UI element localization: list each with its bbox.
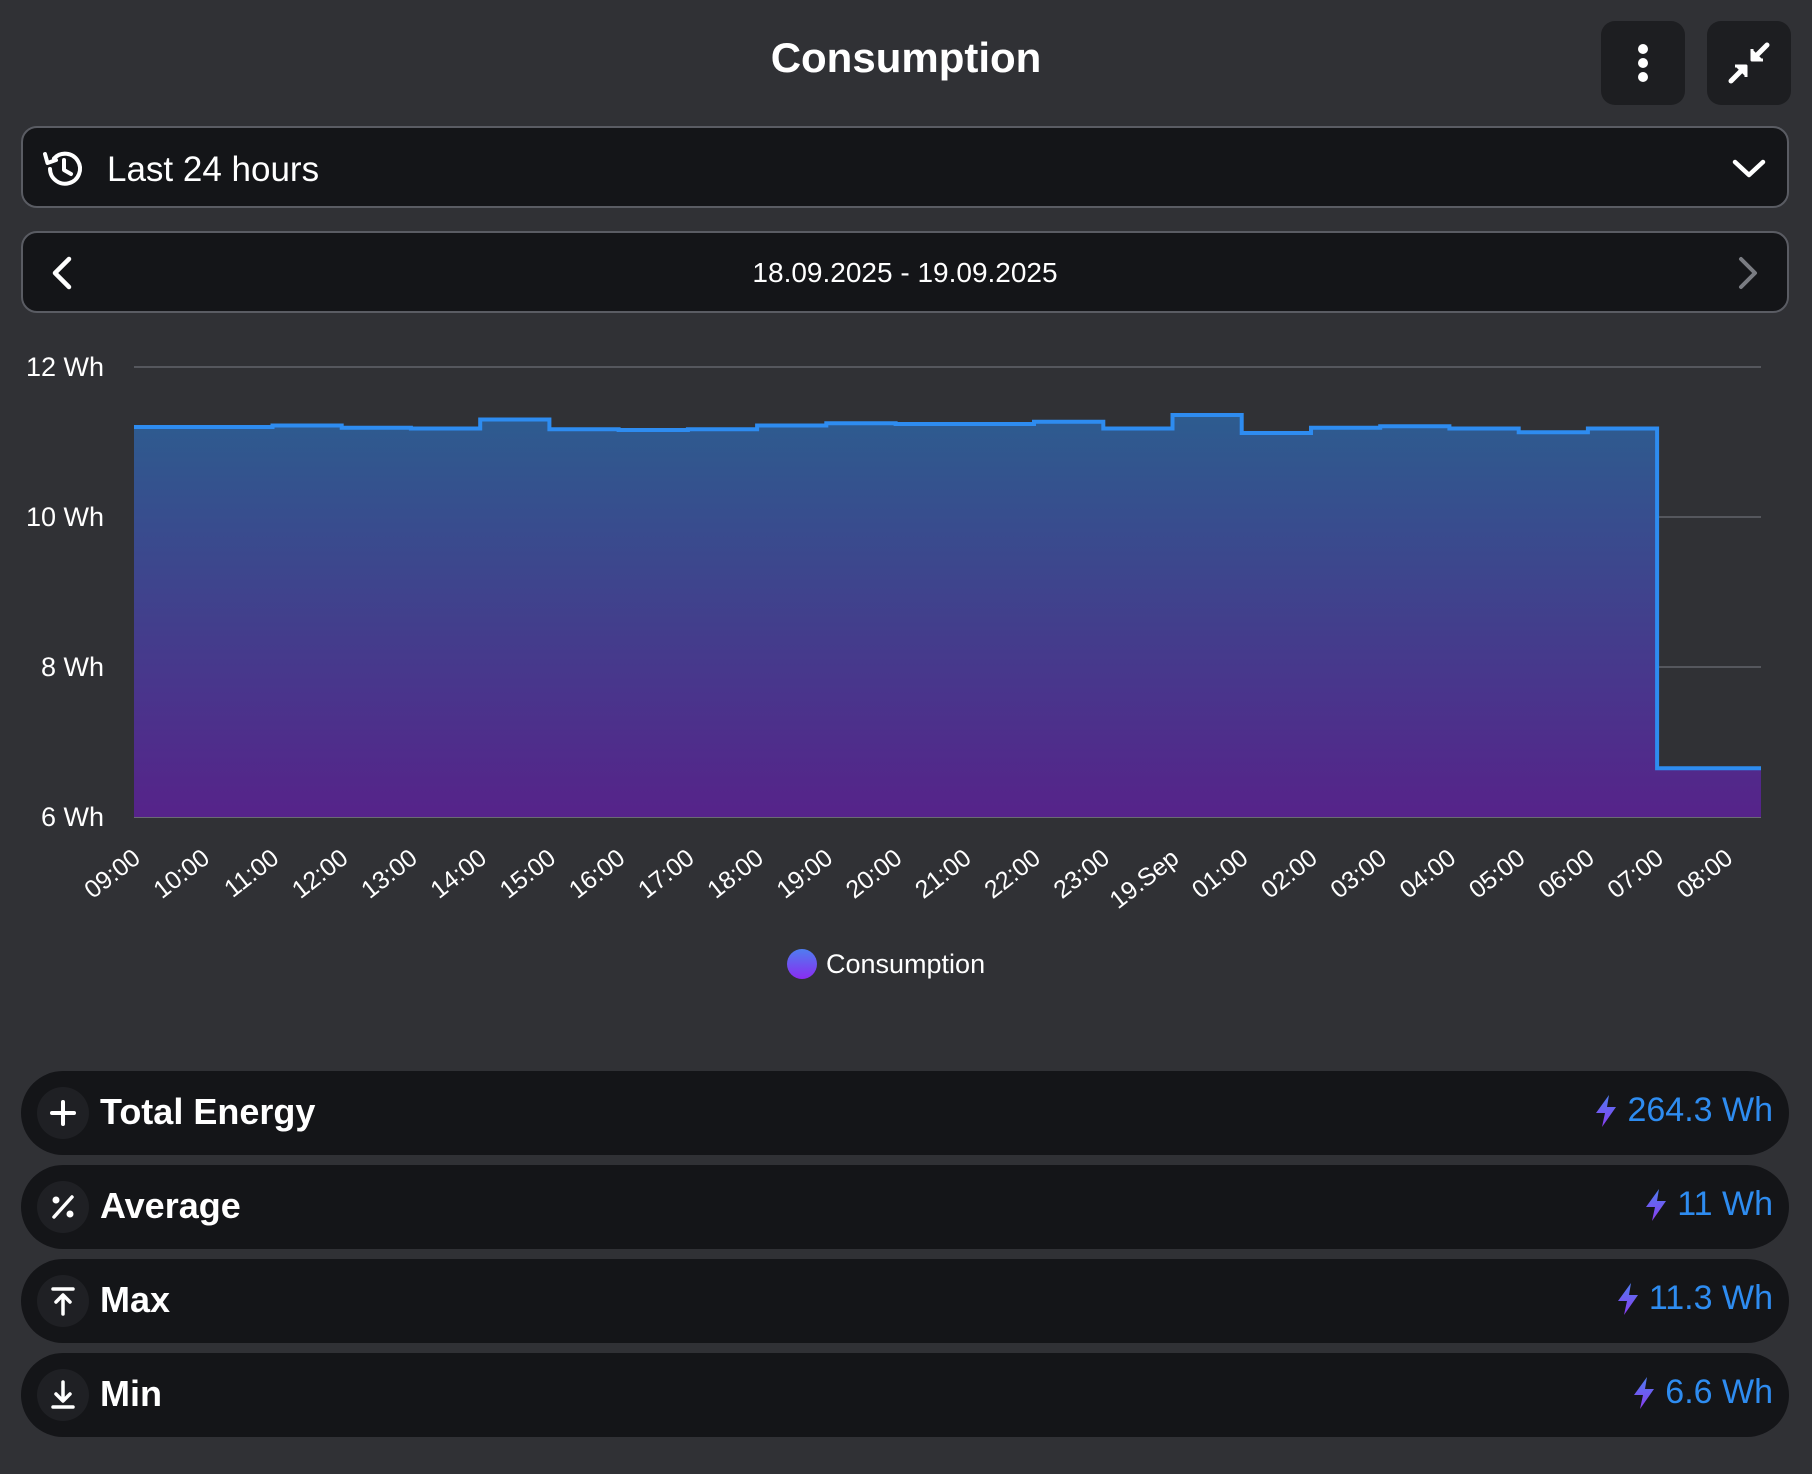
more-vertical-icon [1638, 44, 1648, 82]
stat-max: Max 11.3 Wh [21, 1259, 1789, 1343]
legend-label[interactable]: Consumption [826, 949, 985, 979]
chevron-down-icon [1732, 159, 1766, 178]
consumption-chart: 6 Wh 8 Wh 10 Wh 12 Wh 09:00 10:00 11:00 12:00 1… [0, 330, 1812, 1010]
x-tick-label: 01:00 [1187, 844, 1254, 905]
x-tick-label: 11:00 [219, 844, 284, 903]
collapse-button[interactable] [1707, 21, 1791, 105]
lightning-bolt-icon [1646, 1188, 1667, 1221]
y-tick-label: 10 Wh [26, 502, 104, 532]
x-tick-label: 05:00 [1464, 844, 1531, 905]
history-icon [43, 151, 82, 186]
chart-area [134, 413, 1761, 817]
chart-legend: Consumption [787, 949, 985, 979]
x-tick-label: 17:00 [633, 844, 700, 905]
stat-label: Min [100, 1373, 162, 1414]
stat-label: Max [100, 1279, 171, 1320]
stat-icon-wrap [37, 1087, 89, 1139]
legend-swatch [787, 949, 817, 979]
collapse-arrows-icon [1728, 42, 1770, 84]
arrow-up-to-line-icon [51, 1287, 75, 1316]
percent-icon [52, 1195, 74, 1219]
stat-value: 11 Wh [1643, 1185, 1773, 1224]
x-tick-label: 23:00 [1048, 844, 1115, 905]
x-tick-label: 19:00 [771, 844, 838, 905]
stat-value-text: 6.6 Wh [1665, 1373, 1773, 1411]
x-tick-label: 03:00 [1325, 844, 1392, 905]
x-tick-label: 18:00 [702, 844, 769, 905]
x-tick-label: 06:00 [1533, 844, 1600, 905]
stat-icon-wrap [37, 1369, 89, 1421]
x-tick-label: 15:00 [495, 844, 562, 905]
arrow-down-to-line-icon [51, 1380, 75, 1409]
lightning-bolt-icon [1596, 1094, 1617, 1127]
card-header: Consumption [0, 0, 1812, 120]
consumption-series-line [134, 413, 1761, 771]
x-tick-label: 21:00 [910, 844, 977, 905]
stat-value-text: 11.3 Wh [1648, 1279, 1773, 1317]
stat-value-text: 264.3 Wh [1627, 1091, 1773, 1129]
x-tick-label: 14:00 [425, 844, 492, 905]
period-select[interactable]: Last 24 hours [21, 126, 1789, 208]
more-options-button[interactable] [1601, 21, 1685, 105]
x-tick-label: 08:00 [1672, 844, 1739, 905]
lightning-bolt-icon [1634, 1376, 1655, 1409]
y-tick-label: 8 Wh [41, 652, 104, 682]
period-select-value: Last 24 hours [107, 150, 320, 189]
page-title: Consumption [770, 34, 1042, 81]
consumption-area-fill [134, 415, 1761, 817]
stat-min: Min 6.6 Wh [21, 1353, 1789, 1437]
lightning-bolt-icon [1617, 1282, 1638, 1315]
x-tick-label: 10:00 [148, 844, 215, 905]
chevron-right-icon[interactable] [1727, 253, 1767, 293]
stat-label: Average [100, 1185, 241, 1226]
x-tick-label: 16:00 [564, 844, 631, 905]
x-tick-label: 09:00 [79, 844, 146, 905]
x-tick-label: 22:00 [979, 844, 1046, 905]
x-axis-ticks: 09:00 10:00 11:00 12:00 13:00 14:00 15:00 16:00… [79, 844, 1738, 915]
stat-icon-wrap [37, 1181, 89, 1233]
x-tick-label: 04:00 [1395, 844, 1462, 905]
y-tick-label: 12 Wh [26, 352, 104, 382]
x-tick-label: 02:00 [1256, 844, 1323, 905]
stat-value-text: 11 Wh [1677, 1185, 1773, 1223]
date-range-label: 18.09.2025 - 19.09.2025 [752, 257, 1058, 288]
date-range-navigator: 18.09.2025 - 19.09.2025 [21, 231, 1789, 313]
stat-value: 6.6 Wh [1631, 1373, 1773, 1412]
stat-average: Average 11 Wh [21, 1165, 1789, 1249]
stat-value: 11.3 Wh [1615, 1279, 1773, 1318]
stat-icon-wrap [37, 1275, 89, 1327]
x-tick-label: 19.Sep [1105, 844, 1185, 915]
y-axis-ticks: 6 Wh 8 Wh 10 Wh 12 Wh [26, 352, 104, 832]
x-tick-label: 20:00 [841, 844, 908, 905]
chevron-left-icon[interactable] [43, 253, 83, 293]
stat-label: Total Energy [100, 1091, 316, 1132]
y-tick-label: 6 Wh [41, 802, 104, 832]
plus-icon [50, 1100, 76, 1126]
stat-value: 264.3 Wh [1593, 1091, 1773, 1130]
x-tick-label: 12:00 [287, 844, 354, 905]
x-tick-label: 13:00 [356, 844, 423, 905]
stat-total-energy: Total Energy 264.3 Wh [21, 1071, 1789, 1155]
x-tick-label: 07:00 [1602, 844, 1669, 905]
